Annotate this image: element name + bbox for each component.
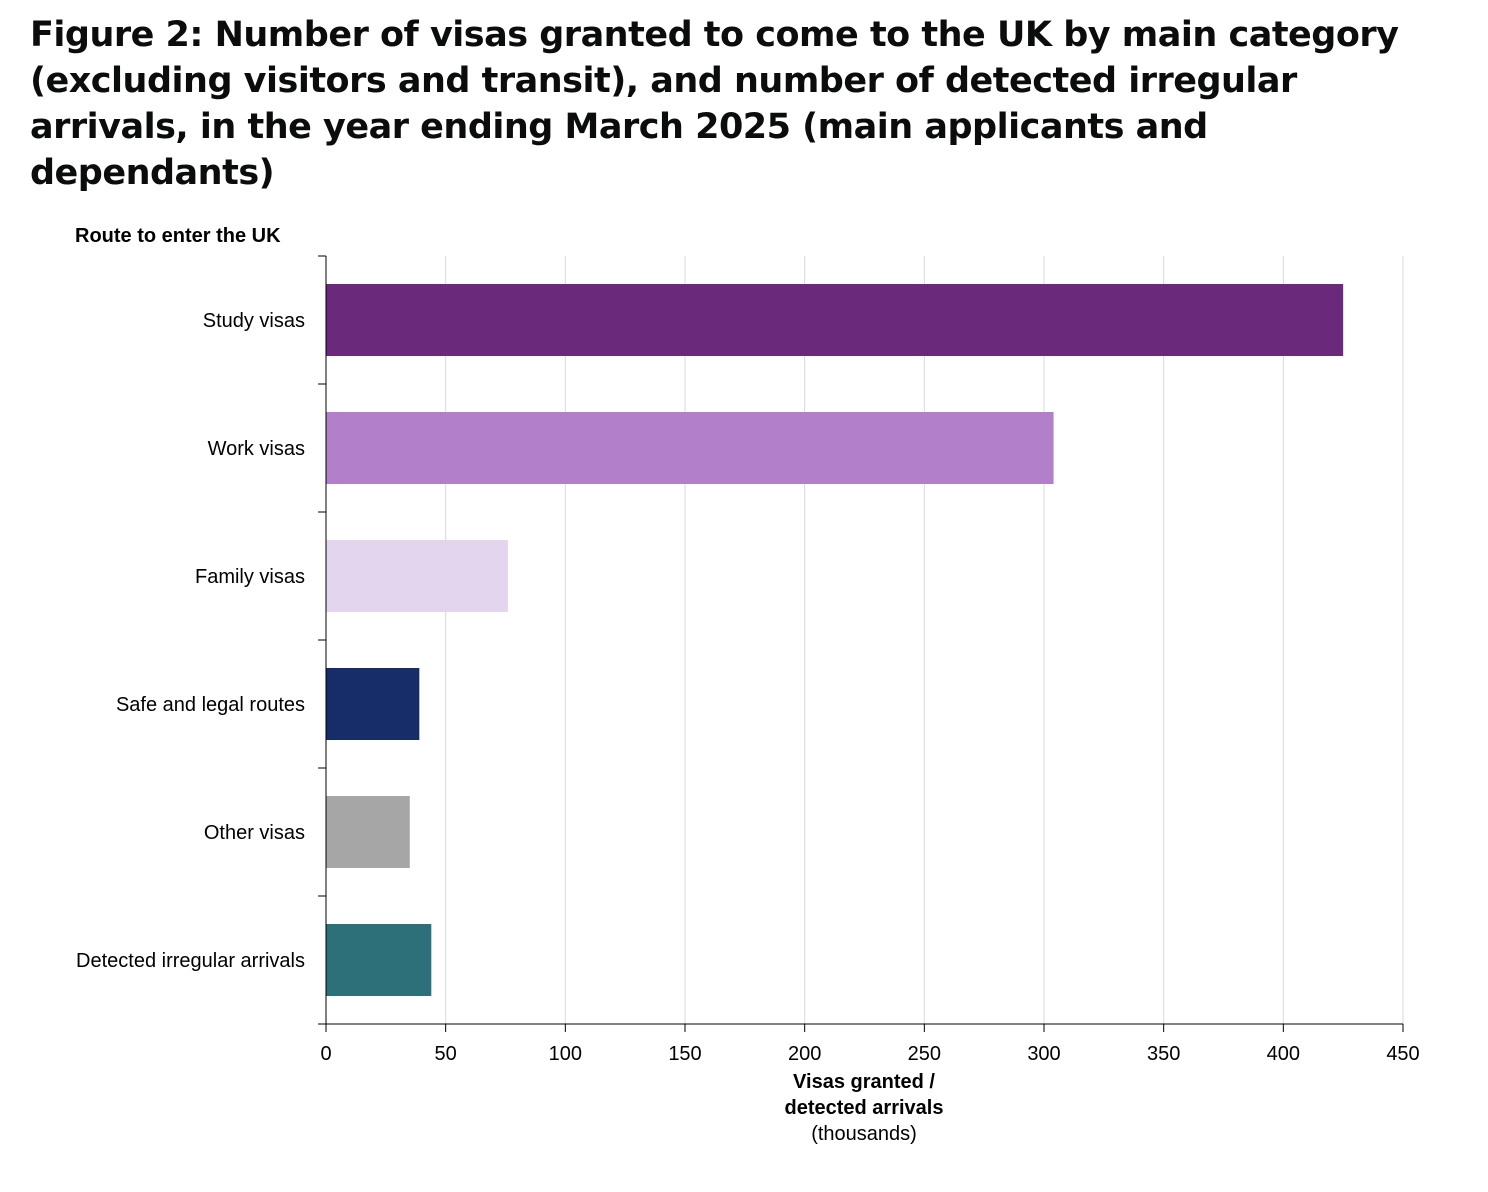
x-tick-label: 400 (1267, 1043, 1300, 1065)
x-axis-unit: (thousands) (811, 1123, 917, 1145)
x-tick-label: 300 (1027, 1043, 1060, 1065)
x-tick-label: 0 (320, 1043, 331, 1065)
bar-study-visas (326, 284, 1344, 356)
x-tick-label: 100 (549, 1043, 582, 1065)
y-category-label: Family visas (195, 566, 305, 588)
bar-family-visas (326, 540, 508, 612)
y-axis-title: Route to enter the UK (75, 225, 281, 247)
y-category-label: Safe and legal routes (116, 694, 305, 716)
y-category-label: Other visas (204, 822, 305, 844)
bar-detected-irregular-arrivals (326, 924, 432, 996)
bar-work-visas (326, 412, 1054, 484)
y-category-label: Work visas (208, 438, 305, 460)
y-category-label: Detected irregular arrivals (76, 950, 305, 972)
chart-title: Figure 2: Number of visas granted to com… (30, 15, 1399, 193)
x-tick-label: 450 (1386, 1043, 1419, 1065)
x-axis-title-line1: Visas granted / (793, 1071, 935, 1093)
x-tick-label: 250 (908, 1043, 941, 1065)
x-tick-label: 350 (1147, 1043, 1180, 1065)
x-tick-label: 150 (668, 1043, 701, 1065)
bar-safe-and-legal-routes (326, 668, 420, 740)
x-axis-title-line2: detected arrivals (785, 1097, 944, 1119)
bar-other-visas (326, 796, 410, 868)
x-tick-label: 50 (435, 1043, 457, 1065)
y-category-label: Study visas (203, 310, 305, 332)
x-tick-label: 200 (788, 1043, 821, 1065)
